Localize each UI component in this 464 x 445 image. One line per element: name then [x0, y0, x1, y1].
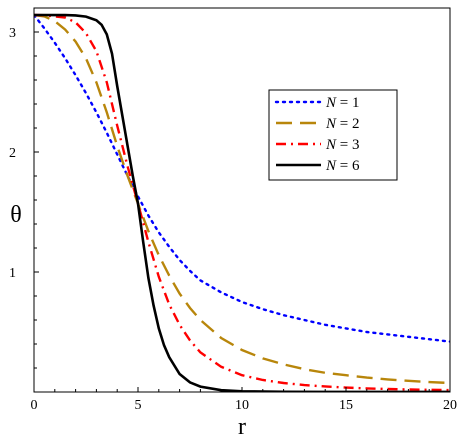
series-line-2 — [34, 13, 450, 385]
legend-label-3: N = 3 — [325, 137, 359, 153]
axes: 0 5 10 15 20 1 2 3 r θ — [9, 7, 457, 440]
x-tick-label: 5 — [135, 398, 142, 413]
y-axis-title: θ — [10, 202, 22, 228]
plot-area — [34, 13, 450, 392]
y-tick-label: 2 — [9, 146, 16, 161]
legend-label-2: N = 2 — [325, 116, 359, 132]
legend-label-1: N = 1 — [325, 95, 359, 111]
x-tick-label: 15 — [339, 398, 353, 413]
x-tick-label: 20 — [443, 398, 457, 413]
legend: N = 1 N = 2 N = 3 N = 6 — [268, 89, 398, 181]
x-tick-label: 10 — [235, 398, 249, 413]
series-line-1 — [34, 13, 450, 343]
y-tick-label: 3 — [9, 26, 16, 41]
series-line-3 — [34, 13, 450, 392]
y-tick-label: 1 — [9, 266, 16, 281]
legend-label-4: N = 6 — [325, 158, 360, 174]
x-axis-title: r — [238, 414, 246, 440]
x-tick-label: 0 — [31, 398, 38, 413]
